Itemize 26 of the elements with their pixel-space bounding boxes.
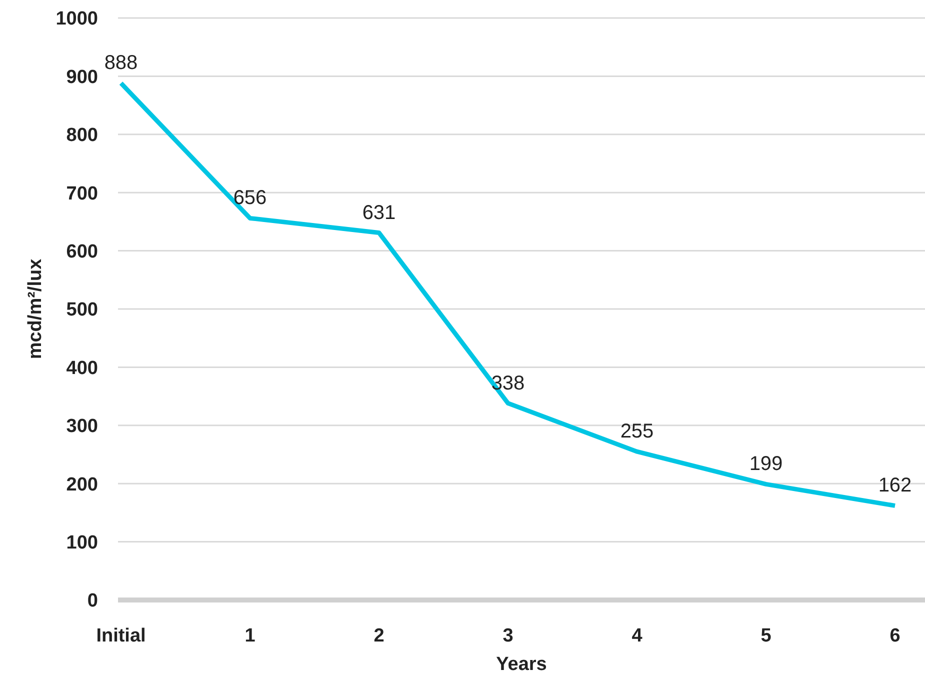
y-tick-label: 400 [66, 358, 98, 379]
data-label: 631 [362, 202, 396, 224]
y-axis-title: mcd/m²/lux [25, 258, 46, 360]
y-tick-label: 700 [66, 183, 98, 204]
y-tick-label: 0 [87, 590, 98, 612]
x-axis-title: Years [496, 654, 547, 675]
x-tick-label: 3 [502, 625, 514, 646]
x-tick-label: 1 [244, 625, 256, 646]
x-tick-label: Initial [96, 625, 146, 646]
data-label: 888 [104, 52, 138, 74]
y-tick-label: 100 [66, 532, 98, 554]
x-tick-label: 5 [760, 625, 772, 646]
y-tick-label: 500 [66, 300, 98, 321]
y-tick-label: 300 [66, 416, 98, 438]
x-tick-label: 4 [632, 625, 643, 646]
x-tick-label: 2 [374, 625, 384, 646]
y-tick-label: 200 [66, 474, 98, 496]
y-tick-label: 800 [66, 125, 98, 146]
x-tick-label: 6 [890, 625, 900, 646]
data-label: 656 [233, 187, 267, 210]
data-label: 255 [620, 420, 654, 443]
y-tick-label: 600 [66, 242, 98, 263]
data-label: 199 [749, 453, 783, 476]
data-label: 162 [878, 474, 912, 497]
y-tick-label: 1000 [56, 8, 98, 30]
y-tick-label: 900 [66, 66, 98, 88]
